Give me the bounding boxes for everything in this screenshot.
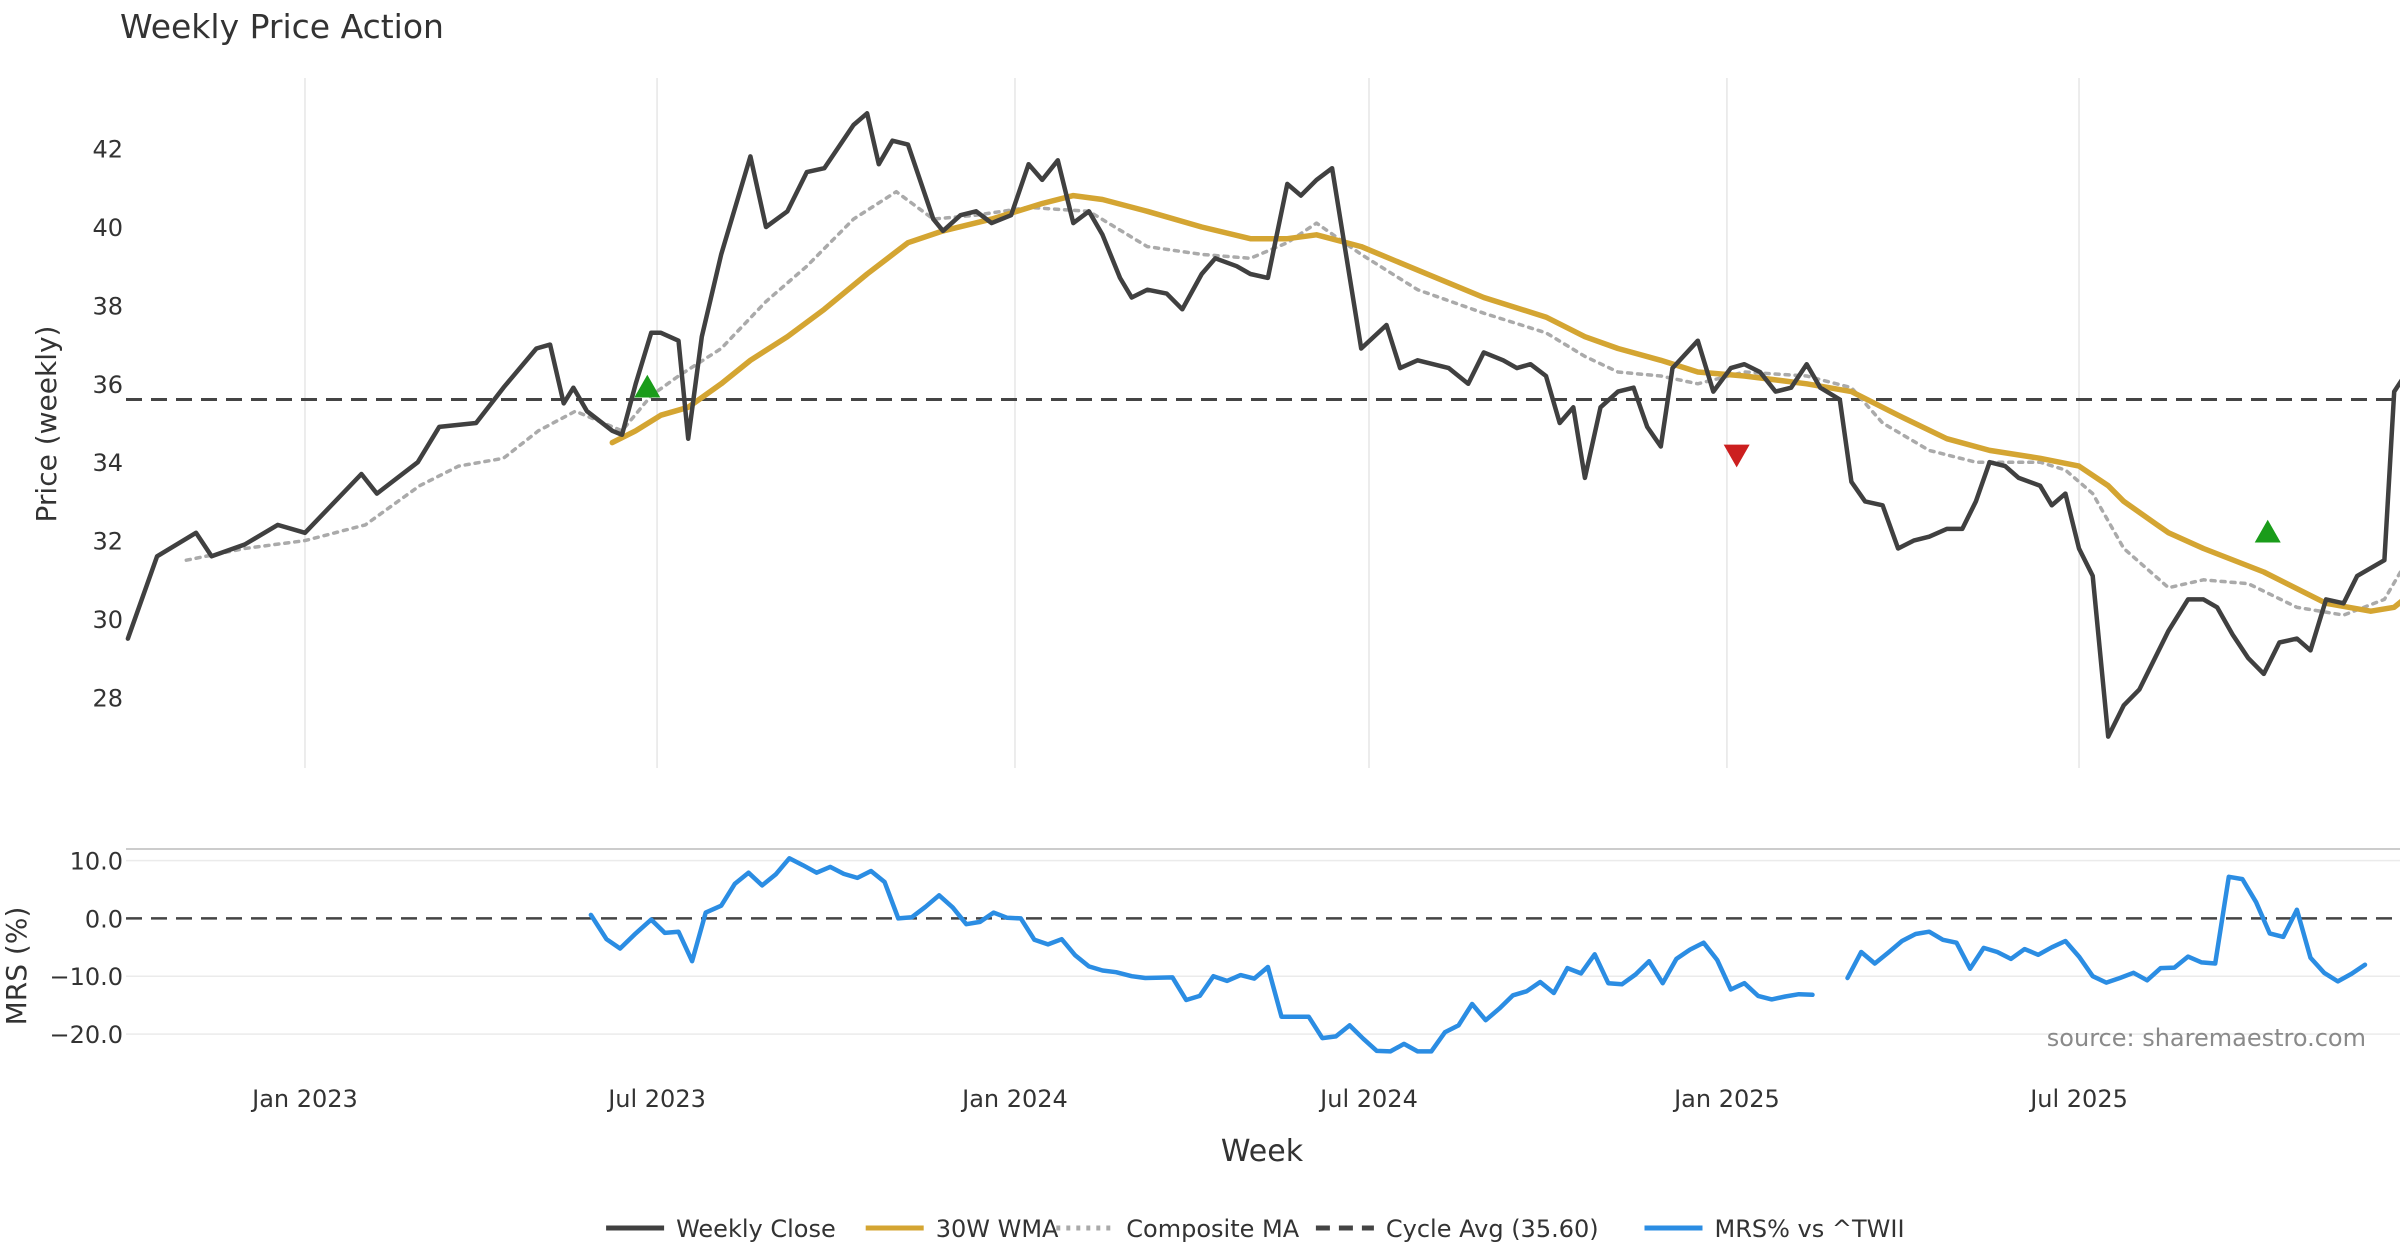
mrs-y-tick-label: −10.0: [49, 963, 123, 991]
price-y-tick-label: 40: [92, 214, 123, 242]
source-note: source: sharemaestro.com: [2047, 1024, 2366, 1052]
mrs-line: [1845, 874, 2368, 985]
price-y-axis-label: Price (weekly): [30, 326, 63, 523]
legend-label: Cycle Avg (35.60): [1386, 1215, 1599, 1243]
mrs-y-tick-label: 0.0: [85, 905, 123, 933]
mrs-gridlines: [126, 859, 2400, 1035]
price-y-axis: 28 30 32 34 36 38 40 42: [92, 136, 123, 713]
legend-item-weekly-close: Weekly Close: [606, 1215, 836, 1243]
price-panel: 28 30 32 34 36 38 40 42 Price (weekly): [30, 78, 2400, 768]
chart-title: Weekly Price Action: [120, 7, 444, 46]
legend-label: Composite MA: [1126, 1215, 1299, 1243]
mrs-line: [588, 856, 1815, 1054]
x-axis-label: Week: [1221, 1134, 1304, 1169]
buy-signal-marker: [2254, 519, 2281, 543]
mrs-y-tick-label: −20.0: [49, 1021, 123, 1049]
legend-label: Weekly Close: [676, 1215, 836, 1243]
mrs-panel: 10.0 0.0 −10.0 −20.0 MRS (%) source: sharem…: [0, 848, 2400, 1054]
x-tick-label: Jan 2025: [1672, 1085, 1780, 1113]
legend-label: MRS% vs ^TWII: [1715, 1215, 1905, 1243]
price-gridlines: [304, 78, 2080, 768]
price-y-tick-label: 42: [92, 136, 123, 164]
x-tick-label: Jul 2023: [606, 1085, 706, 1113]
price-y-tick-label: 38: [92, 292, 123, 320]
x-axis: Jan 2023 Jul 2023 Jan 2024 Jul 2024 Jan 2025…: [250, 1085, 2128, 1113]
price-y-tick-label: 34: [92, 449, 123, 477]
mrs-y-tick-label: 10.0: [70, 848, 123, 876]
price-y-tick-label: 36: [92, 371, 123, 399]
buy-signal-marker: [634, 374, 661, 398]
x-tick-label: Jan 2023: [250, 1085, 358, 1113]
weekly-close-line: [125, 111, 2400, 739]
legend-item-30w-wma: 30W WMA: [865, 1215, 1059, 1243]
price-y-tick-label: 28: [92, 684, 123, 712]
x-tick-label: Jul 2025: [2028, 1085, 2128, 1113]
x-tick-label: Jul 2024: [1318, 1085, 1418, 1113]
x-tick-label: Jan 2024: [960, 1085, 1068, 1113]
mrs-y-axis: 10.0 0.0 −10.0 −20.0: [49, 848, 123, 1050]
wma-30w-line: [609, 192, 2400, 614]
price-y-tick-label: 32: [92, 528, 123, 556]
legend-item-mrs-vs-twii: MRS% vs ^TWII: [1644, 1215, 1905, 1243]
sell-signal-marker: [1723, 444, 1750, 468]
price-y-tick-label: 30: [92, 606, 123, 634]
mrs-series: [126, 856, 2400, 1054]
mrs-y-axis-label: MRS (%): [0, 907, 33, 1026]
legend-item-cycle-avg-35-60: Cycle Avg (35.60): [1315, 1215, 1599, 1243]
composite-ma-line: [184, 189, 2400, 617]
signal-markers: [634, 374, 2281, 543]
legend-label: 30W WMA: [936, 1215, 1059, 1243]
price-series: [125, 111, 2400, 739]
legend: Weekly Close 30W WMA Composite MA Cycle Avg…: [606, 1215, 1905, 1243]
legend-item-composite-ma: Composite MA: [1056, 1215, 1300, 1243]
